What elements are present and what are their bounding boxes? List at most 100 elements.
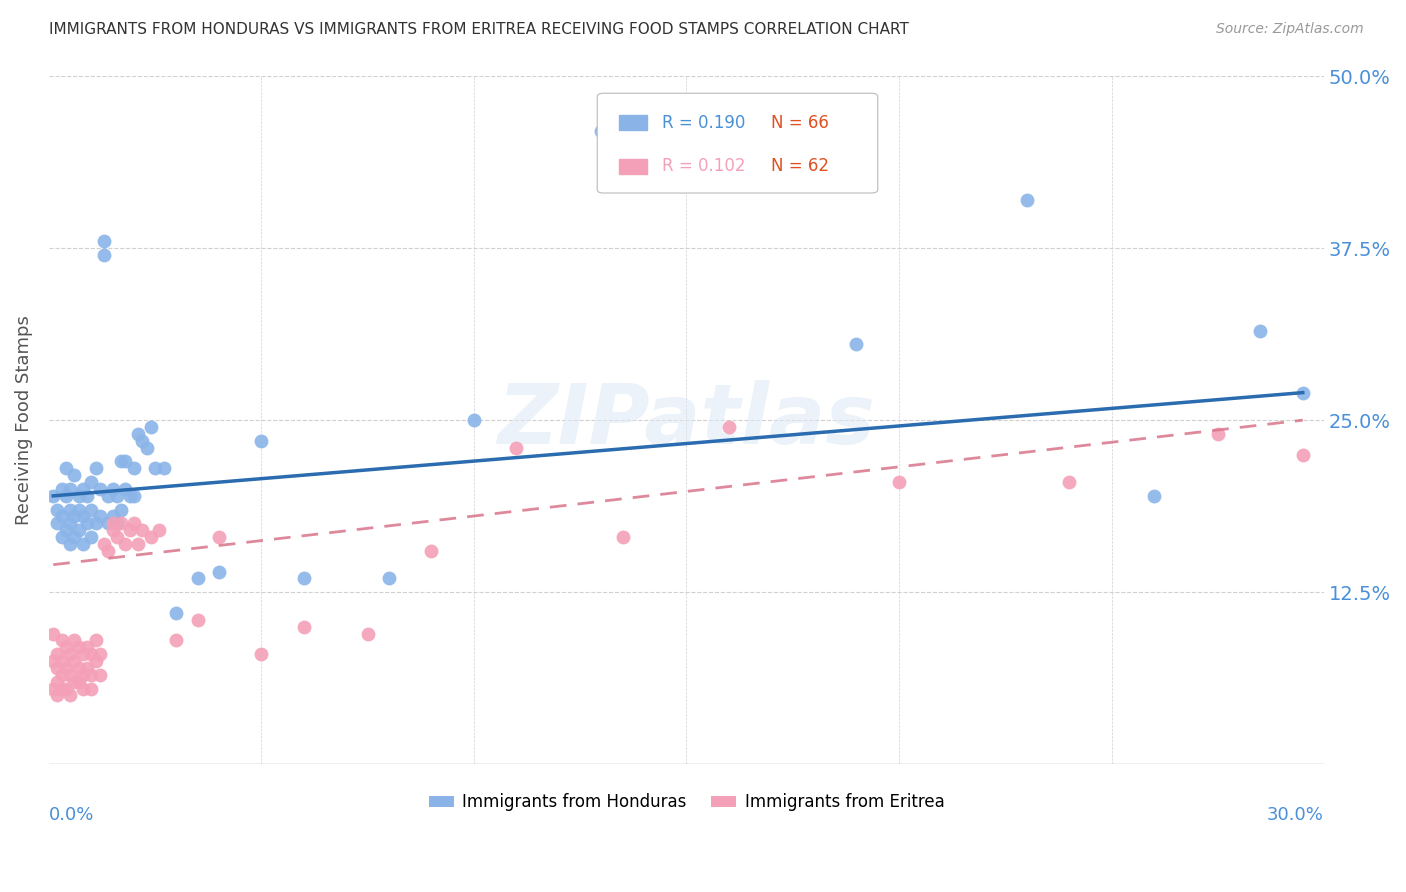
Point [46,674,69,689]
Point [63,509,86,524]
Point [67,640,90,655]
Point [250,647,273,661]
Point [59,667,82,681]
Text: N = 66: N = 66 [770,113,828,132]
Point [59,516,82,531]
Point [97,516,120,531]
Point [63,468,86,483]
Point [51,654,73,668]
Point [80,530,103,544]
Point [114,482,136,496]
Point [110,516,132,531]
Point [84,516,107,531]
Point [55,489,77,503]
Point [118,523,141,537]
Point [250,434,273,448]
Text: N = 62: N = 62 [770,157,828,176]
Point [1292,448,1315,462]
Point [80,475,103,489]
Point [72,537,94,551]
Point [208,565,231,579]
Point [127,537,149,551]
Point [1206,426,1229,441]
Point [105,516,128,531]
Point [84,633,107,648]
FancyBboxPatch shape [598,94,877,193]
Point [143,461,166,475]
Point [122,461,145,475]
Point [55,523,77,537]
Point [122,489,145,503]
Point [51,633,73,648]
Point [46,689,69,703]
Point [67,674,90,689]
Point [67,502,90,516]
Point [187,613,209,627]
Point [166,633,188,648]
Point [59,537,82,551]
Point [612,530,634,544]
Point [717,165,740,179]
Point [51,681,73,696]
Point [357,626,380,640]
Point [591,124,613,138]
Point [84,654,107,668]
Point [131,434,153,448]
Point [55,681,77,696]
Point [110,454,132,468]
Point [148,523,170,537]
Point [72,681,94,696]
Text: R = 0.190: R = 0.190 [662,113,745,132]
Point [42,681,65,696]
Point [59,482,82,496]
Point [76,661,98,675]
Point [1292,385,1315,400]
Point [72,667,94,681]
Point [67,523,90,537]
Point [72,482,94,496]
Point [76,640,98,655]
Point [97,544,120,558]
Point [97,489,120,503]
Point [420,544,443,558]
Point [101,482,124,496]
Point [1015,193,1038,207]
Point [76,516,98,531]
Point [67,661,90,675]
Point [93,234,115,248]
Point [139,420,162,434]
Point [46,647,69,661]
Point [80,681,103,696]
Point [463,413,485,427]
Point [378,571,401,585]
Point [717,420,740,434]
Point [80,502,103,516]
Point [46,516,69,531]
Point [55,461,77,475]
Point [135,441,157,455]
Point [887,475,910,489]
Point [292,619,315,633]
Bar [619,159,647,174]
Text: R = 0.102: R = 0.102 [662,157,745,176]
Point [208,530,231,544]
Text: IMMIGRANTS FROM HONDURAS VS IMMIGRANTS FROM ERITREA RECEIVING FOOD STAMPS CORREL: IMMIGRANTS FROM HONDURAS VS IMMIGRANTS F… [49,22,910,37]
Point [51,509,73,524]
Point [93,248,115,262]
Legend: Immigrants from Honduras, Immigrants from Eritrea: Immigrants from Honduras, Immigrants fro… [422,787,950,818]
Point [42,489,65,503]
Point [42,654,65,668]
Point [46,661,69,675]
Point [101,523,124,537]
Point [51,482,73,496]
Point [105,489,128,503]
Point [89,647,111,661]
Point [1057,475,1080,489]
Point [63,530,86,544]
Point [72,647,94,661]
Point [292,571,315,585]
Point [1143,489,1166,503]
Point [80,647,103,661]
Point [845,337,868,351]
Point [110,502,132,516]
